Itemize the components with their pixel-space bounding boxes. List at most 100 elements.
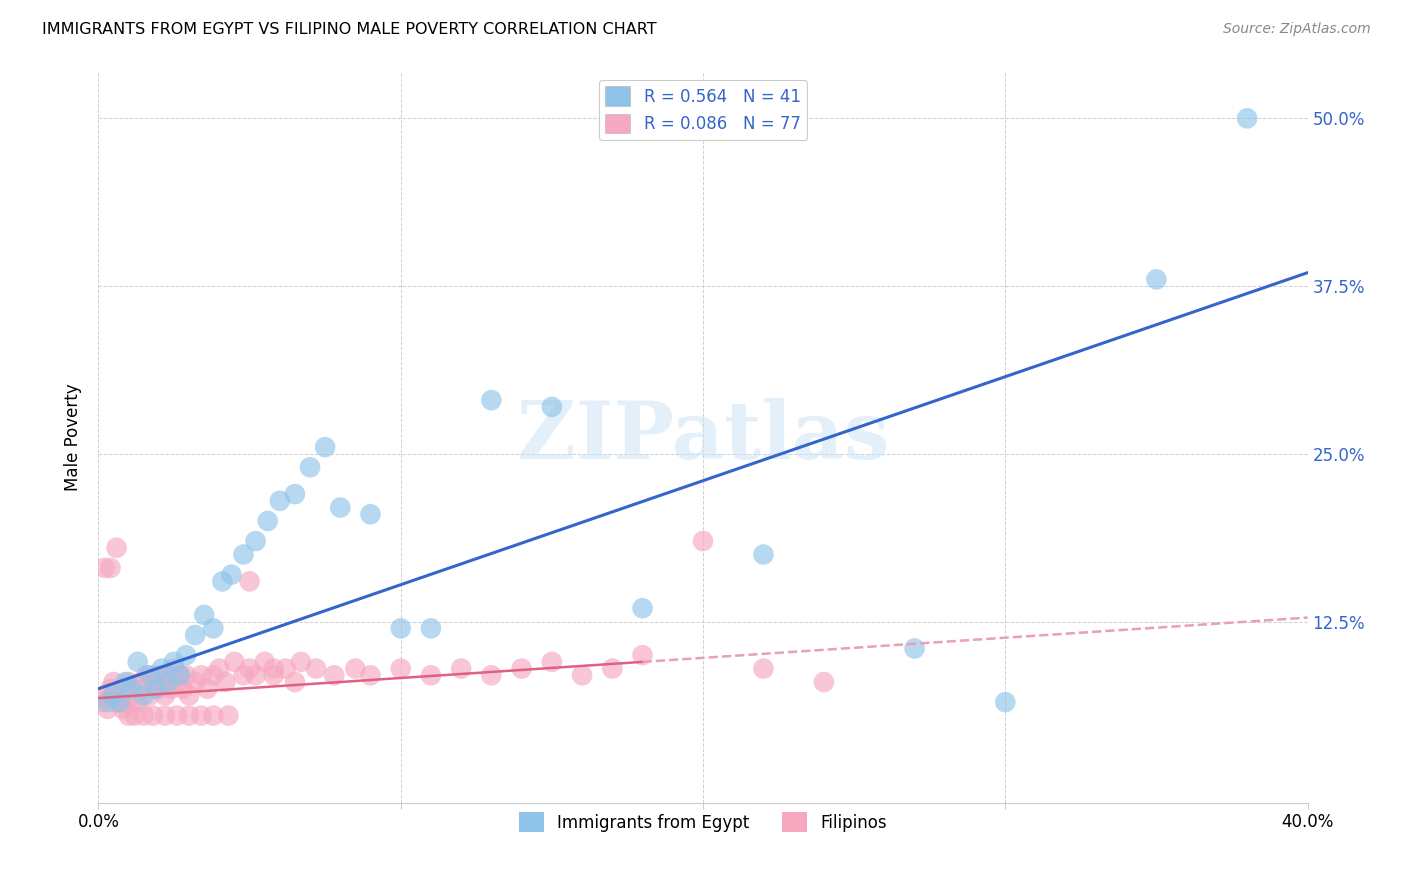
Point (284, 675, 307, 690)
Point (239, 662, 262, 676)
Point (420, 621, 443, 635)
Point (139, 668, 162, 682)
Point (284, 487, 307, 501)
Point (111, 681, 134, 696)
Point (156, 668, 179, 682)
Point (195, 681, 218, 696)
Point (169, 668, 191, 682)
Point (93, 561, 115, 575)
Point (100, 561, 122, 575)
Point (190, 668, 212, 682)
Legend: Immigrants from Egypt, Filipinos: Immigrants from Egypt, Filipinos (512, 805, 894, 838)
Point (290, 655, 312, 669)
Point (232, 548, 254, 562)
Point (124, 708, 146, 723)
Point (90, 695, 112, 709)
Point (481, 393, 503, 408)
Point (132, 681, 155, 696)
Point (103, 689, 125, 703)
Point (100, 681, 122, 696)
Point (153, 689, 176, 703)
Point (692, 534, 714, 549)
Point (263, 662, 285, 676)
Point (129, 675, 152, 690)
Point (153, 708, 176, 723)
Point (389, 662, 412, 676)
Point (994, 695, 1017, 709)
Point (108, 689, 131, 703)
Point (232, 668, 254, 682)
Point (360, 668, 382, 682)
Point (752, 662, 775, 676)
Y-axis label: Male Poverty: Male Poverty (65, 384, 83, 491)
Point (166, 708, 188, 723)
Point (221, 567, 243, 582)
Point (245, 534, 267, 549)
Point (174, 668, 197, 682)
Point (253, 655, 276, 669)
Point (202, 668, 225, 682)
Point (239, 574, 262, 589)
Point (450, 662, 472, 676)
Point (190, 708, 212, 723)
Point (124, 689, 146, 703)
Point (1144, 272, 1167, 286)
Point (420, 668, 443, 682)
Point (150, 662, 173, 676)
Text: Source: ZipAtlas.com: Source: ZipAtlas.com (1223, 22, 1371, 37)
Point (631, 648, 654, 662)
Point (752, 548, 775, 562)
Point (245, 668, 267, 682)
Point (540, 400, 562, 414)
Point (344, 662, 367, 676)
Point (299, 460, 322, 475)
Point (139, 689, 162, 703)
Point (305, 662, 328, 676)
Point (135, 668, 157, 682)
Point (540, 655, 562, 669)
Point (211, 574, 233, 589)
Point (93, 689, 115, 703)
Point (174, 648, 197, 662)
Point (142, 675, 165, 690)
Point (602, 662, 624, 676)
Point (208, 662, 231, 676)
Point (163, 662, 186, 676)
Text: ZIPatlas: ZIPatlas (517, 398, 889, 476)
Point (813, 675, 835, 690)
Point (114, 695, 136, 709)
Point (127, 695, 149, 709)
Point (329, 500, 352, 515)
Point (166, 675, 188, 690)
Point (904, 641, 927, 656)
Point (127, 655, 149, 669)
Point (132, 689, 155, 703)
Point (108, 695, 131, 709)
Point (193, 607, 215, 622)
Point (510, 662, 533, 676)
Point (105, 541, 128, 555)
Point (105, 695, 128, 709)
Point (148, 681, 170, 696)
Point (160, 681, 183, 696)
Point (631, 601, 654, 615)
Point (214, 675, 236, 690)
Point (202, 621, 225, 635)
Point (118, 708, 141, 723)
Point (360, 508, 382, 522)
Point (96, 702, 118, 716)
Point (184, 675, 207, 690)
Point (96, 695, 118, 709)
Point (111, 702, 134, 716)
Point (121, 681, 143, 696)
Point (179, 708, 201, 723)
Point (142, 708, 165, 723)
Point (1236, 112, 1258, 126)
Point (145, 681, 167, 696)
Point (163, 655, 186, 669)
Point (571, 668, 593, 682)
Point (202, 708, 225, 723)
Point (121, 681, 143, 696)
Point (184, 628, 207, 642)
Point (274, 662, 297, 676)
